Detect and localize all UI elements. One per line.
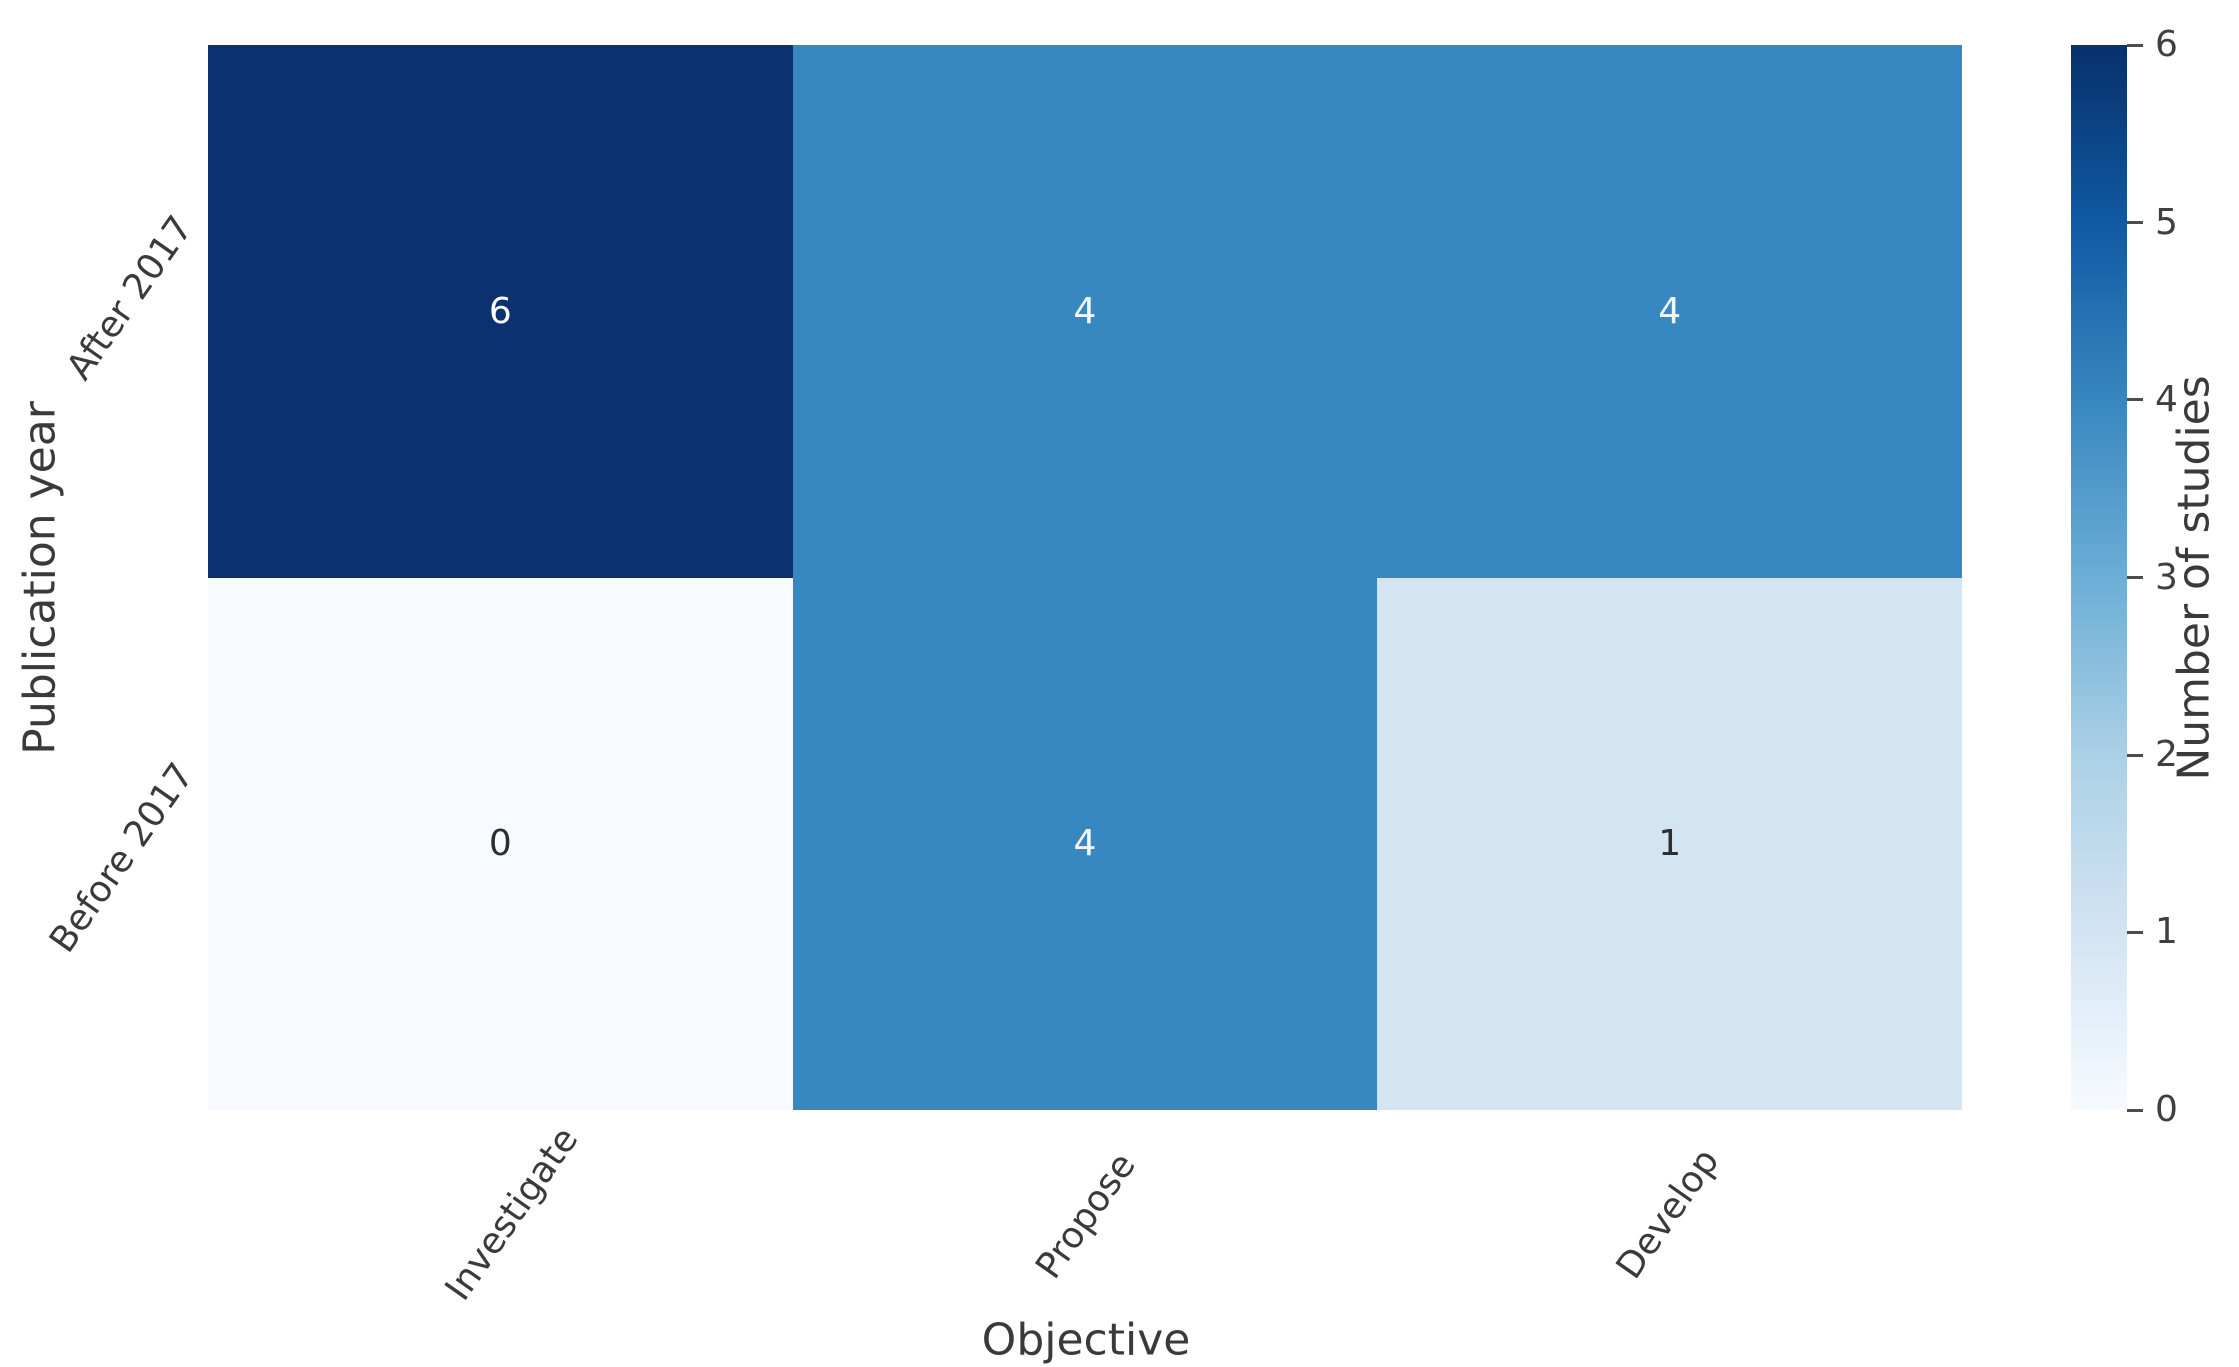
cell-value: 4 — [1658, 290, 1682, 332]
colorbar-tick: 2 — [2127, 737, 2178, 773]
tick-mark-icon — [2127, 1108, 2143, 1112]
ytick-before-2017: Before 2017 — [41, 755, 203, 961]
x-axis-label: Objective — [981, 1314, 1191, 1366]
xtick-develop: Develop — [1608, 1141, 1728, 1287]
colorbar-tick: 1 — [2127, 914, 2178, 950]
tick-mark-icon — [2127, 753, 2143, 757]
cell-value: 4 — [1073, 823, 1097, 865]
tick-mark-icon — [2127, 398, 2143, 402]
xtick-propose: Propose — [1028, 1145, 1144, 1287]
cell-value: 6 — [488, 290, 512, 332]
colorbar-tick-label: 4 — [2155, 378, 2178, 420]
heatmap-cell-before-2017-investigate: 0 — [208, 577, 793, 1110]
colorbar-ticks: 6 5 4 3 2 1 0 — [2127, 27, 2237, 1128]
heatmap-cell-after-2017-investigate: 6 — [208, 45, 793, 578]
heatmap-cell-after-2017-develop: 4 — [1377, 45, 1962, 578]
colorbar-tick: 6 — [2127, 27, 2178, 63]
colorbar-gradient — [2071, 45, 2127, 1110]
colorbar-tick-label: 0 — [2155, 1089, 2178, 1130]
cell-value: 0 — [488, 823, 512, 865]
heatmap-cell-before-2017-propose: 4 — [792, 577, 1378, 1110]
cell-value: 1 — [1658, 823, 1682, 865]
colorbar-tick-label: 1 — [2155, 911, 2178, 953]
colorbar-label: Number of studies — [2168, 375, 2220, 781]
colorbar-tick-label: 3 — [2155, 556, 2178, 598]
tick-mark-icon — [2127, 576, 2143, 579]
colorbar-tick-label: 6 — [2155, 24, 2178, 65]
tick-mark-icon — [2127, 930, 2143, 934]
tick-mark-icon — [2127, 43, 2143, 47]
colorbar-tick: 3 — [2127, 556, 2178, 598]
xtick-investigate: Investigate — [437, 1119, 587, 1309]
colorbar-tick: 0 — [2127, 1092, 2178, 1128]
colorbar-tick-label: 5 — [2155, 201, 2178, 243]
heatmap-cell-after-2017-propose: 4 — [792, 45, 1378, 578]
colorbar-tick-label: 2 — [2155, 734, 2178, 775]
cell-value: 4 — [1073, 290, 1097, 332]
y-axis-label: Publication year — [14, 401, 66, 755]
tick-mark-icon — [2127, 221, 2143, 224]
colorbar-tick: 4 — [2127, 378, 2178, 420]
colorbar-tick: 5 — [2127, 201, 2178, 243]
heatmap-plot: 6 4 4 0 4 1 — [208, 45, 1962, 1110]
heatmap-cell-before-2017-develop: 1 — [1377, 577, 1962, 1110]
ytick-after-2017: After 2017 — [58, 208, 202, 388]
